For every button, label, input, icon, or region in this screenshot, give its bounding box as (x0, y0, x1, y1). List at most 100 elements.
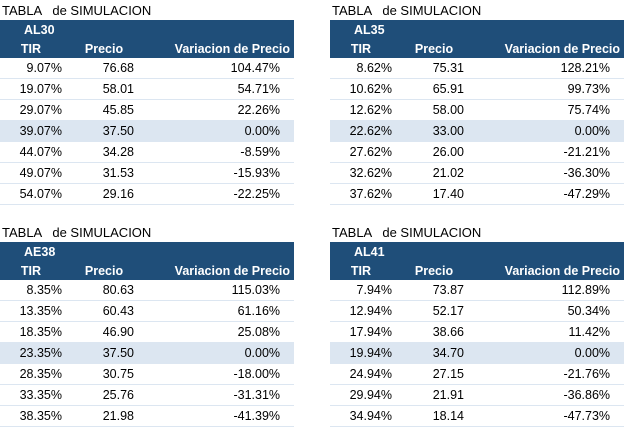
cell-precio: 33.00 (398, 120, 470, 142)
table-row: 28.35% 30.75 -18.00% (0, 363, 295, 385)
cell-precio: 60.43 (68, 300, 140, 322)
table-row-highlighted: 23.35% 37.50 0.00% (0, 342, 295, 364)
table-row: 18.35% 46.90 25.08% (0, 321, 295, 343)
cell-variacion: -36.86% (470, 384, 624, 406)
cell-precio: 58.00 (398, 99, 470, 121)
cell-variacion: -31.31% (140, 384, 295, 406)
cell-tir: 12.62% (330, 99, 398, 121)
table-row: 29.94% 21.91 -36.86% (330, 384, 624, 406)
cell-tir: 27.62% (330, 141, 398, 163)
column-header-tir: TIR (0, 261, 68, 280)
cell-variacion: -18.00% (140, 363, 295, 385)
cell-precio: 21.02 (398, 162, 470, 184)
simulation-table-al35: AL35 TIR Precio Variacion de Precio 8.62… (330, 20, 624, 205)
cell-precio: 27.15 (398, 363, 470, 385)
header-columns-row: TIR Precio Variacion de Precio (0, 39, 295, 58)
header-columns-row: TIR Precio Variacion de Precio (330, 39, 624, 58)
column-header-tir: TIR (330, 261, 398, 280)
cell-tir: 12.94% (330, 300, 398, 322)
table-row: 32.62% 21.02 -36.30% (330, 162, 624, 184)
cell-tir: 8.35% (0, 280, 68, 301)
cell-precio: 37.50 (68, 342, 140, 364)
header-columns-row: TIR Precio Variacion de Precio (330, 261, 624, 280)
cell-tir: 17.94% (330, 321, 398, 343)
bond-code: AL41 (330, 242, 624, 261)
simulation-block-al30: TABLA de SIMULACION AL30 TIR Precio Vari… (0, 2, 295, 205)
table-row: 19.07% 58.01 54.71% (0, 78, 295, 100)
column-header-precio: Precio (398, 39, 470, 58)
table-row: 27.62% 26.00 -21.21% (330, 141, 624, 163)
cell-variacion: 0.00% (140, 120, 295, 142)
column-header-variacion: Variacion de Precio (470, 261, 624, 280)
cell-tir: 19.07% (0, 78, 68, 100)
cell-tir: 44.07% (0, 141, 68, 163)
cell-variacion: 112.89% (470, 280, 624, 301)
cell-tir: 37.62% (330, 183, 398, 205)
cell-tir: 19.94% (330, 342, 398, 364)
simulation-block-al41: TABLA de SIMULACION AL41 TIR Precio Vari… (330, 224, 624, 427)
cell-variacion: -8.59% (140, 141, 295, 163)
column-header-tir: TIR (330, 39, 398, 58)
table-row: 17.94% 38.66 11.42% (330, 321, 624, 343)
simulation-table-al30: AL30 TIR Precio Variacion de Precio 9.07… (0, 20, 295, 205)
cell-tir: 32.62% (330, 162, 398, 184)
simulation-block-al35: TABLA de SIMULACION AL35 TIR Precio Vari… (330, 2, 624, 205)
cell-variacion: -21.76% (470, 363, 624, 385)
cell-precio: 80.63 (68, 280, 140, 301)
table-row: 29.07% 45.85 22.26% (0, 99, 295, 121)
cell-precio: 34.70 (398, 342, 470, 364)
cell-precio: 26.00 (398, 141, 470, 163)
cell-variacion: -15.93% (140, 162, 295, 184)
table-row: 9.07% 76.68 104.47% (0, 58, 295, 79)
cell-precio: 46.90 (68, 321, 140, 343)
cell-tir: 34.94% (330, 405, 398, 427)
cell-tir: 13.35% (0, 300, 68, 322)
simulation-table-ae38: AE38 TIR Precio Variacion de Precio 8.35… (0, 242, 295, 427)
cell-precio: 75.31 (398, 58, 470, 79)
table-row: 24.94% 27.15 -21.76% (330, 363, 624, 385)
table-row: 33.35% 25.76 -31.31% (0, 384, 295, 406)
cell-tir: 18.35% (0, 321, 68, 343)
table-row: 38.35% 21.98 -41.39% (0, 405, 295, 427)
cell-tir: 54.07% (0, 183, 68, 205)
cell-precio: 25.76 (68, 384, 140, 406)
cell-variacion: 128.21% (470, 58, 624, 79)
cell-variacion: 22.26% (140, 99, 295, 121)
header-code-row: AL41 (330, 242, 624, 261)
cell-precio: 21.91 (398, 384, 470, 406)
table-row: 13.35% 60.43 61.16% (0, 300, 295, 322)
cell-variacion: 115.03% (140, 280, 295, 301)
block-title: TABLA de SIMULACION (2, 225, 152, 240)
cell-variacion: -22.25% (140, 183, 295, 205)
column-header-tir: TIR (0, 39, 68, 58)
cell-variacion: 61.16% (140, 300, 295, 322)
cell-variacion: 0.00% (140, 342, 295, 364)
cell-variacion: -47.73% (470, 405, 624, 427)
column-header-variacion: Variacion de Precio (140, 261, 295, 280)
cell-tir: 23.35% (0, 342, 68, 364)
cell-precio: 58.01 (68, 78, 140, 100)
table-row: 34.94% 18.14 -47.73% (330, 405, 624, 427)
cell-tir: 33.35% (0, 384, 68, 406)
header-code-row: AL35 (330, 20, 624, 39)
cell-variacion: 25.08% (140, 321, 295, 343)
cell-variacion: -21.21% (470, 141, 624, 163)
bond-code: AE38 (0, 242, 295, 261)
cell-precio: 65.91 (398, 78, 470, 100)
header-code-row: AL30 (0, 20, 295, 39)
block-title: TABLA de SIMULACION (2, 3, 152, 18)
table-row: 12.62% 58.00 75.74% (330, 99, 624, 121)
cell-variacion: 75.74% (470, 99, 624, 121)
cell-tir: 10.62% (330, 78, 398, 100)
cell-variacion: 11.42% (470, 321, 624, 343)
cell-precio: 38.66 (398, 321, 470, 343)
cell-precio: 73.87 (398, 280, 470, 301)
cell-precio: 76.68 (68, 58, 140, 79)
cell-tir: 7.94% (330, 280, 398, 301)
table-row: 8.35% 80.63 115.03% (0, 280, 295, 301)
table-row-highlighted: 19.94% 34.70 0.00% (330, 342, 624, 364)
cell-tir: 22.62% (330, 120, 398, 142)
block-title: TABLA de SIMULACION (332, 3, 482, 18)
block-title: TABLA de SIMULACION (332, 225, 482, 240)
table-row: 54.07% 29.16 -22.25% (0, 183, 295, 205)
